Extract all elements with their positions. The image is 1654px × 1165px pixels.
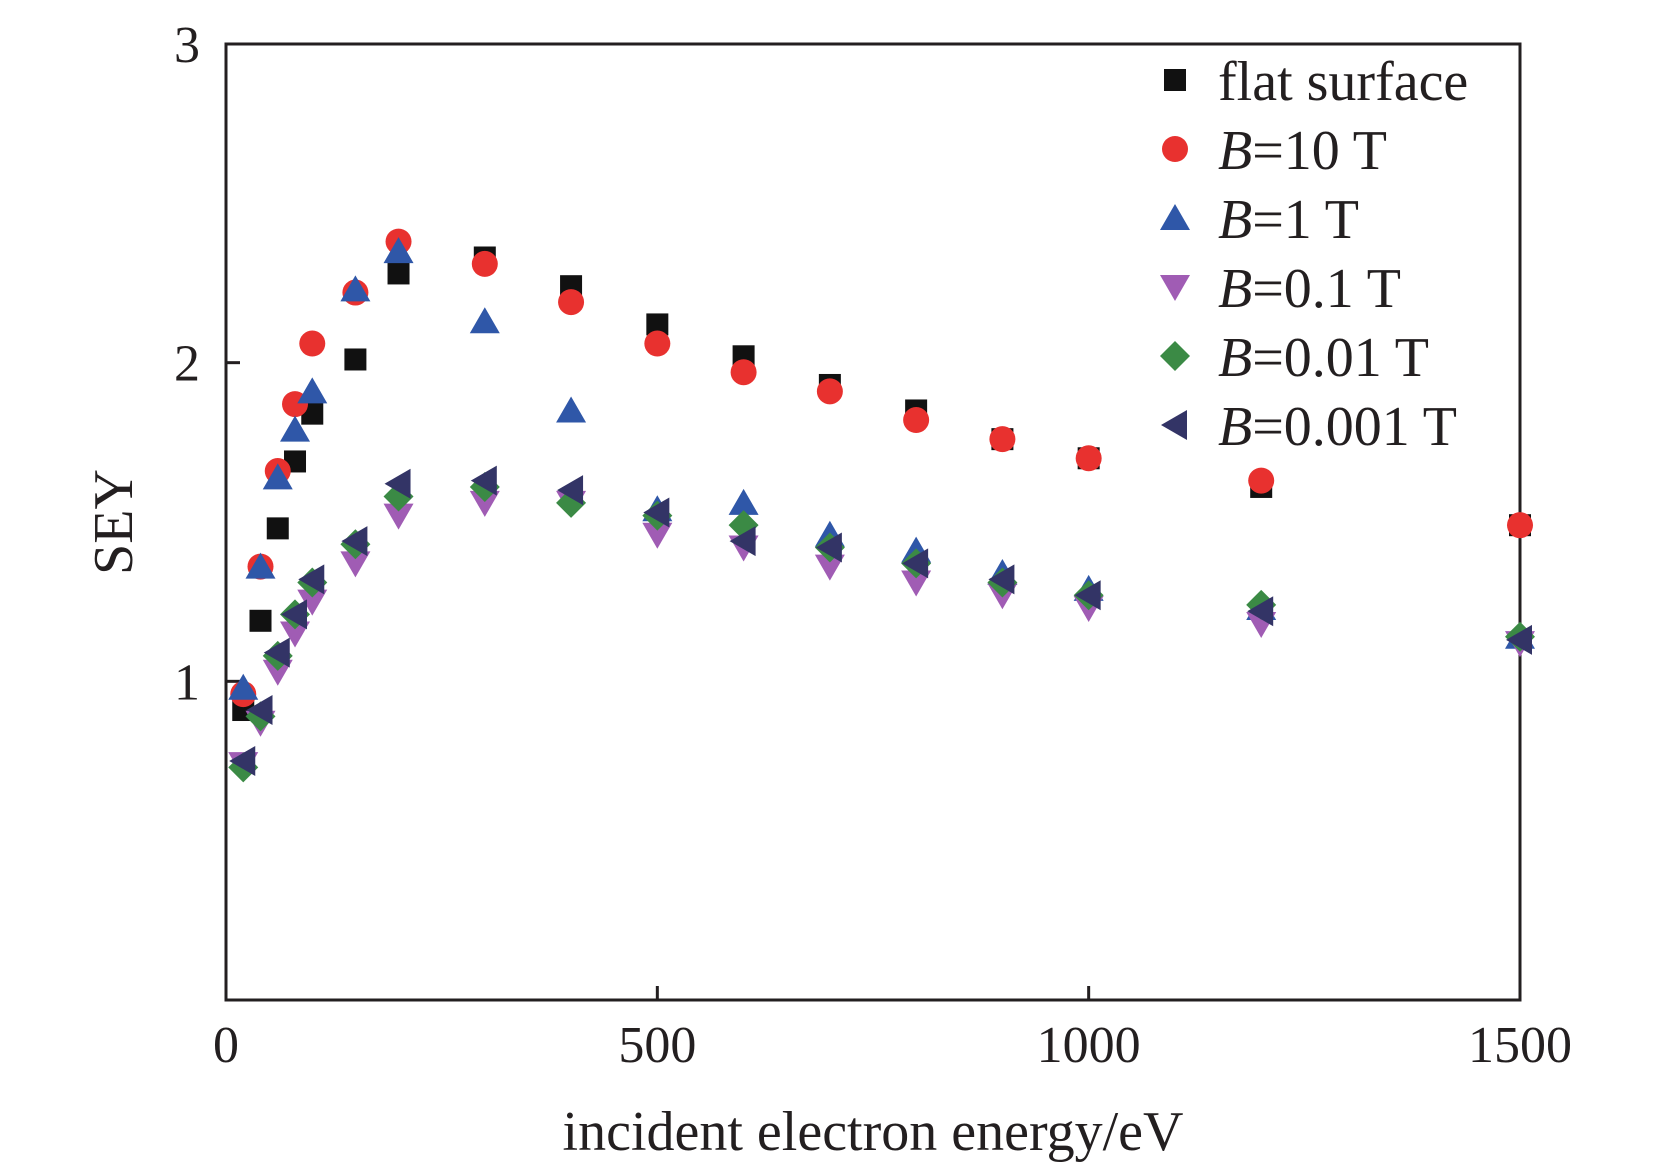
- legend-label: B=0.1 T: [1218, 258, 1401, 320]
- data-point: [262, 463, 293, 490]
- legend-label-value: =0.01 T: [1252, 327, 1429, 389]
- data-point: [344, 348, 367, 371]
- legend-label-variable: B: [1218, 258, 1252, 320]
- x-axis-label: incident electron energy/eV: [563, 1101, 1184, 1163]
- data-point: [989, 426, 1016, 453]
- data-point: [643, 497, 670, 528]
- legend-label: flat surface: [1218, 51, 1468, 113]
- data-point: [730, 359, 757, 386]
- axis-ticks: 0 500 1000 1500 1 2 3: [174, 17, 1572, 1074]
- legend-marker: [1162, 136, 1188, 162]
- legend-label-variable: B: [1218, 396, 1252, 458]
- data-point: [383, 503, 414, 530]
- legend-entry: flat surface: [1164, 51, 1468, 113]
- data-point: [387, 262, 410, 285]
- data-point: [816, 378, 843, 405]
- data-point: [262, 659, 293, 686]
- data-point: [340, 551, 371, 578]
- data-point: [298, 564, 325, 595]
- data-point: [263, 637, 290, 668]
- legend-label-value: =1 T: [1252, 189, 1359, 251]
- data-markers: [228, 228, 1535, 783]
- data-point: [728, 488, 759, 515]
- legend-entry: B=0.01 T: [1160, 327, 1429, 389]
- legend-label-value: =10 T: [1252, 120, 1387, 182]
- legend-label: B=10 T: [1218, 120, 1387, 182]
- data-point: [280, 415, 311, 442]
- legend-entry: B=10 T: [1162, 120, 1387, 182]
- legend-marker: [1160, 341, 1190, 371]
- x-tick-label: 1500: [1468, 1017, 1572, 1074]
- data-point: [341, 526, 368, 557]
- data-point: [469, 307, 500, 334]
- data-point: [246, 695, 273, 726]
- x-tick-label: 0: [213, 1017, 239, 1074]
- data-point: [1248, 467, 1275, 494]
- data-point: [384, 468, 411, 499]
- data-point: [814, 554, 845, 581]
- data-point: [988, 564, 1015, 595]
- data-point: [1506, 624, 1532, 655]
- data-point: [471, 250, 498, 277]
- data-point: [469, 490, 500, 517]
- x-tick-label: 1000: [1037, 1017, 1141, 1074]
- data-point: [299, 330, 326, 357]
- data-point: [901, 570, 932, 597]
- data-point: [1075, 445, 1102, 472]
- data-point: [903, 407, 930, 434]
- data-point: [556, 396, 587, 423]
- legend-label: B=0.01 T: [1218, 327, 1429, 389]
- data-point: [340, 275, 371, 302]
- series-4: [228, 471, 1535, 783]
- legend-label-value: =0.001 T: [1252, 396, 1457, 458]
- data-point: [558, 289, 585, 316]
- data-point: [642, 522, 673, 549]
- data-point: [644, 330, 671, 357]
- data-point: [1074, 580, 1101, 611]
- data-point: [297, 589, 328, 616]
- data-point: [249, 609, 272, 632]
- legend-marker: [1160, 204, 1190, 230]
- legend-label: B=1 T: [1218, 189, 1359, 251]
- plot-frame: [224, 42, 1522, 1002]
- legend-label-variable: B: [1218, 189, 1252, 251]
- data-point: [557, 475, 584, 506]
- legend-marker: [1160, 275, 1190, 301]
- y-axis-label: SEY: [83, 469, 145, 575]
- data-point: [1507, 512, 1533, 539]
- data-point: [646, 313, 669, 336]
- data-point: [902, 548, 929, 579]
- legend-entry: B=0.1 T: [1160, 258, 1401, 320]
- legend-entry: B=0.001 T: [1161, 396, 1457, 458]
- series-5: [229, 465, 1532, 776]
- legend-label-value: flat surface: [1218, 51, 1468, 113]
- y-tick-label: 1: [174, 654, 200, 711]
- data-point: [245, 552, 276, 579]
- x-tick-label: 500: [618, 1017, 696, 1074]
- series-3: [228, 490, 1535, 779]
- data-point: [297, 377, 328, 404]
- data-point: [266, 517, 289, 540]
- data-point: [228, 673, 259, 700]
- y-tick-label: 2: [174, 336, 200, 393]
- data-point: [383, 237, 414, 264]
- data-point: [729, 526, 756, 557]
- legend-marker: [1161, 410, 1187, 440]
- data-point: [229, 746, 256, 776]
- legend-entry: B=1 T: [1160, 189, 1359, 251]
- data-point: [1247, 596, 1274, 627]
- legend-label: B=0.001 T: [1218, 396, 1457, 458]
- data-point: [815, 532, 842, 563]
- y-tick-label: 3: [174, 17, 200, 74]
- data-point: [281, 599, 308, 630]
- legend-label-value: =0.1 T: [1252, 258, 1401, 320]
- legend-marker: [1164, 69, 1186, 91]
- data-point: [470, 465, 497, 496]
- data-point: [280, 621, 311, 648]
- legend-label-variable: B: [1218, 327, 1252, 389]
- legend-label-variable: B: [1218, 120, 1252, 182]
